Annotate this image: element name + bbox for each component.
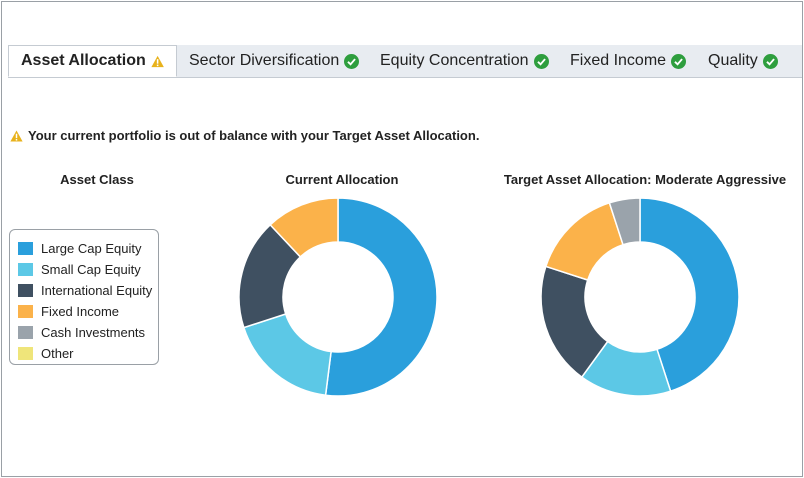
legend-item: Small Cap Equity — [10, 259, 158, 280]
tab-bar: Asset Allocation Sector Diversification … — [8, 45, 802, 78]
tab-label: Asset Allocation — [21, 52, 146, 69]
legend-label: Cash Investments — [41, 325, 146, 340]
check-circle-icon — [762, 53, 778, 69]
donut-slice-small-cap-equity[interactable] — [242, 313, 332, 397]
check-circle-icon — [344, 53, 360, 69]
donut-slice-fixed-income[interactable] — [269, 197, 339, 258]
legend-item: International Equity — [10, 280, 158, 301]
donut-slice-cash-investments[interactable] — [608, 197, 641, 246]
legend-label: Fixed Income — [41, 304, 120, 319]
tab-sector-diversification[interactable]: Sector Diversification — [189, 45, 360, 77]
legend-label: International Equity — [41, 283, 153, 298]
legend-swatch — [18, 263, 33, 276]
legend-label: Large Cap Equity — [41, 241, 142, 256]
check-circle-icon — [671, 53, 687, 69]
legend-label: Small Cap Equity — [41, 262, 141, 277]
target-allocation-title: Target Asset Allocation: Moderate Aggres… — [503, 172, 787, 187]
legend-item: Other — [10, 343, 158, 364]
imbalance-warning: Your current portfolio is out of balance… — [10, 128, 479, 143]
donut-slice-large-cap-equity[interactable] — [324, 197, 438, 397]
chart-legend: Large Cap Equity Small Cap Equity Intern… — [9, 229, 159, 365]
current-allocation-donut — [238, 197, 438, 397]
tab-label: Fixed Income — [570, 52, 667, 69]
warning-text: Your current portfolio is out of balance… — [28, 128, 480, 143]
warning-icon — [10, 129, 23, 142]
tab-label: Equity Concentration — [380, 52, 529, 69]
legend-swatch — [18, 347, 33, 360]
legend-swatch — [18, 305, 33, 318]
asset-class-heading: Asset Class — [60, 172, 134, 187]
legend-item: Cash Investments — [10, 322, 158, 343]
warning-icon — [151, 55, 164, 67]
legend-swatch — [18, 326, 33, 339]
tab-label: Sector Diversification — [189, 52, 340, 69]
donut-slice-large-cap-equity[interactable] — [639, 197, 740, 393]
legend-swatch — [18, 242, 33, 255]
legend-swatch — [18, 284, 33, 297]
tab-label: Quality — [708, 52, 758, 69]
legend-item: Fixed Income — [10, 301, 158, 322]
target-allocation-donut — [540, 197, 740, 397]
tab-fixed-income[interactable]: Fixed Income — [570, 45, 687, 77]
current-allocation-title: Current Allocation — [285, 172, 399, 187]
tab-asset-allocation[interactable]: Asset Allocation — [8, 45, 177, 77]
donut-slice-fixed-income[interactable] — [544, 201, 624, 281]
tab-quality[interactable]: Quality — [708, 45, 778, 77]
legend-item: Large Cap Equity — [10, 238, 158, 259]
check-circle-icon — [533, 53, 549, 69]
legend-label: Other — [41, 346, 74, 361]
tab-equity-concentration[interactable]: Equity Concentration — [380, 45, 549, 77]
